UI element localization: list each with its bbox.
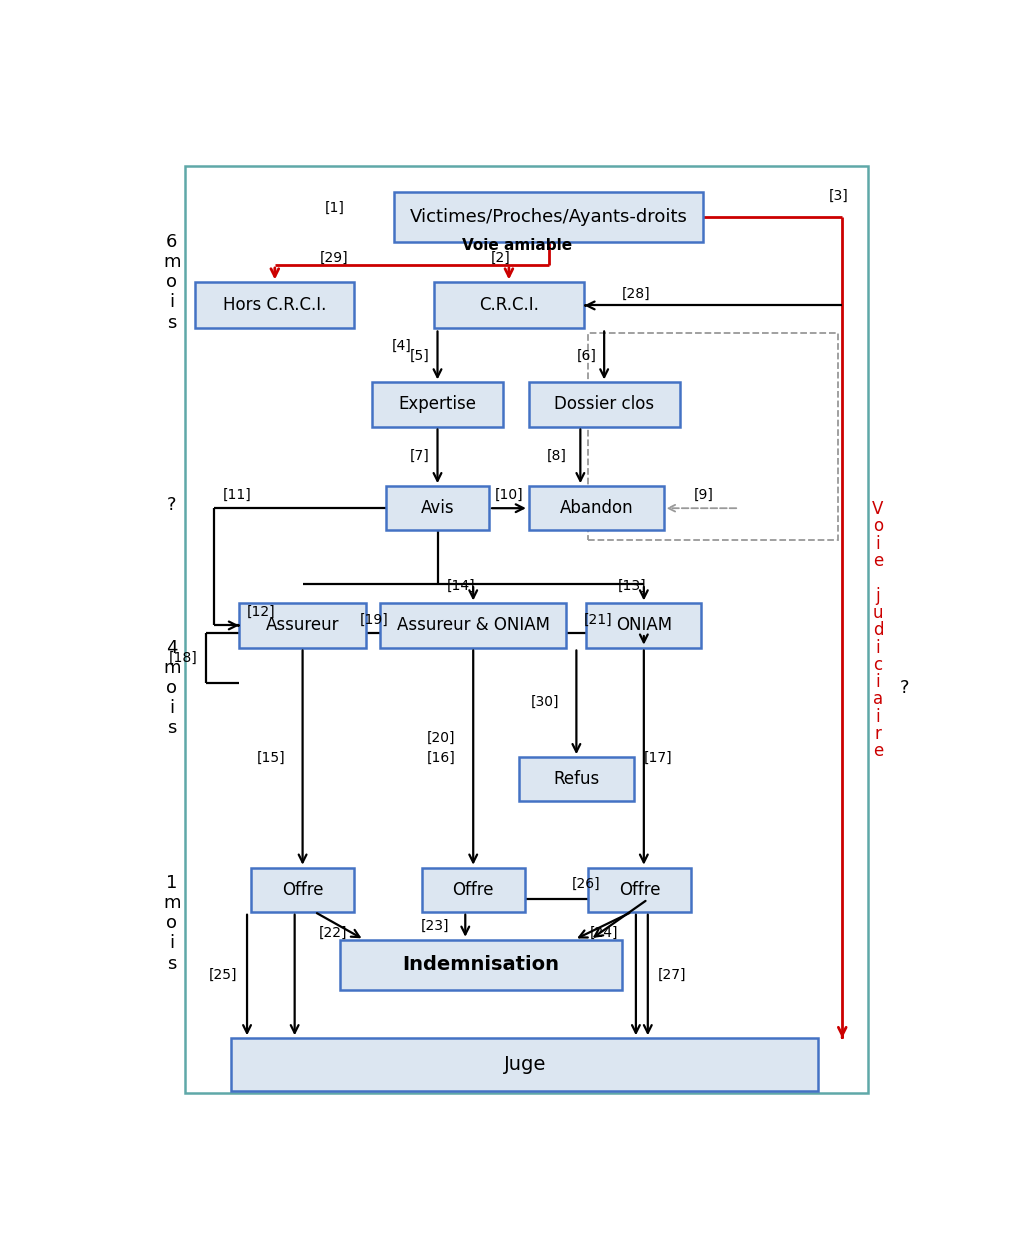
Text: C.R.C.I.: C.R.C.I. (479, 297, 539, 314)
Text: Victimes/Proches/Ayants-droits: Victimes/Proches/Ayants-droits (410, 208, 687, 226)
Text: Assureur & ONIAM: Assureur & ONIAM (396, 617, 550, 634)
FancyBboxPatch shape (519, 758, 634, 801)
Text: Offre: Offre (453, 881, 494, 899)
Text: Refus: Refus (553, 770, 599, 789)
Text: [23]: [23] (421, 919, 450, 932)
Text: Hors C.R.C.I.: Hors C.R.C.I. (223, 297, 327, 314)
Text: Expertise: Expertise (398, 396, 476, 413)
Text: [29]: [29] (321, 251, 348, 265)
Text: [4]: [4] (392, 338, 412, 353)
Text: [15]: [15] (257, 750, 285, 765)
FancyBboxPatch shape (251, 867, 354, 912)
FancyBboxPatch shape (196, 282, 354, 328)
Text: [13]: [13] (617, 579, 646, 593)
Text: Offre: Offre (620, 881, 660, 899)
Text: Offre: Offre (282, 881, 324, 899)
Text: ONIAM: ONIAM (615, 617, 672, 634)
Text: [30]: [30] (530, 695, 559, 709)
FancyBboxPatch shape (433, 282, 585, 328)
Text: [6]: [6] (577, 348, 597, 362)
Text: [3]: [3] (828, 188, 848, 203)
Text: Abandon: Abandon (559, 499, 633, 517)
FancyBboxPatch shape (394, 192, 703, 242)
Text: Juge: Juge (504, 1055, 546, 1075)
FancyBboxPatch shape (380, 603, 566, 648)
FancyBboxPatch shape (231, 1038, 818, 1091)
FancyBboxPatch shape (588, 867, 691, 912)
Text: [25]: [25] (209, 968, 238, 982)
Text: [19]: [19] (359, 613, 388, 626)
Text: 6
m
o
i
s: 6 m o i s (163, 233, 180, 332)
FancyBboxPatch shape (528, 382, 680, 427)
Text: [17]: [17] (644, 750, 673, 765)
Text: Indemnisation: Indemnisation (402, 955, 560, 975)
Text: 1
m
o
i
s: 1 m o i s (163, 874, 180, 972)
Text: Dossier clos: Dossier clos (554, 396, 654, 413)
Text: [11]: [11] (223, 488, 252, 502)
Text: Voie amiable: Voie amiable (462, 238, 572, 253)
Text: [24]: [24] (590, 926, 618, 940)
Text: [16]: [16] (427, 750, 456, 765)
Text: Assureur: Assureur (266, 617, 339, 634)
Text: [22]: [22] (318, 926, 347, 940)
Text: [10]: [10] (495, 488, 523, 502)
Text: Avis: Avis (421, 499, 455, 517)
Text: [14]: [14] (447, 579, 475, 593)
Text: [5]: [5] (411, 348, 430, 362)
Text: [12]: [12] (247, 605, 275, 619)
Text: ?: ? (900, 679, 909, 696)
Text: [7]: [7] (411, 449, 430, 463)
FancyBboxPatch shape (386, 487, 489, 530)
Text: [28]: [28] (622, 287, 650, 301)
Text: V
o
i
e
 
j
u
d
i
c
i
a
i
r
e: V o i e j u d i c i a i r e (872, 500, 884, 760)
FancyBboxPatch shape (587, 603, 701, 648)
FancyBboxPatch shape (240, 603, 367, 648)
FancyBboxPatch shape (340, 940, 622, 990)
Text: [2]: [2] (492, 251, 511, 265)
Text: [21]: [21] (584, 613, 612, 626)
Text: [26]: [26] (572, 877, 601, 891)
Text: ?: ? (167, 497, 176, 514)
Text: 4
m
o
i
s: 4 m o i s (163, 639, 180, 738)
Text: [18]: [18] (169, 651, 198, 665)
FancyBboxPatch shape (528, 487, 664, 530)
Text: [27]: [27] (657, 968, 686, 982)
Text: [9]: [9] (693, 488, 714, 502)
Text: [1]: [1] (325, 201, 344, 215)
Text: [20]: [20] (427, 731, 456, 745)
FancyBboxPatch shape (422, 867, 524, 912)
Text: [8]: [8] (547, 449, 566, 463)
FancyBboxPatch shape (372, 382, 503, 427)
